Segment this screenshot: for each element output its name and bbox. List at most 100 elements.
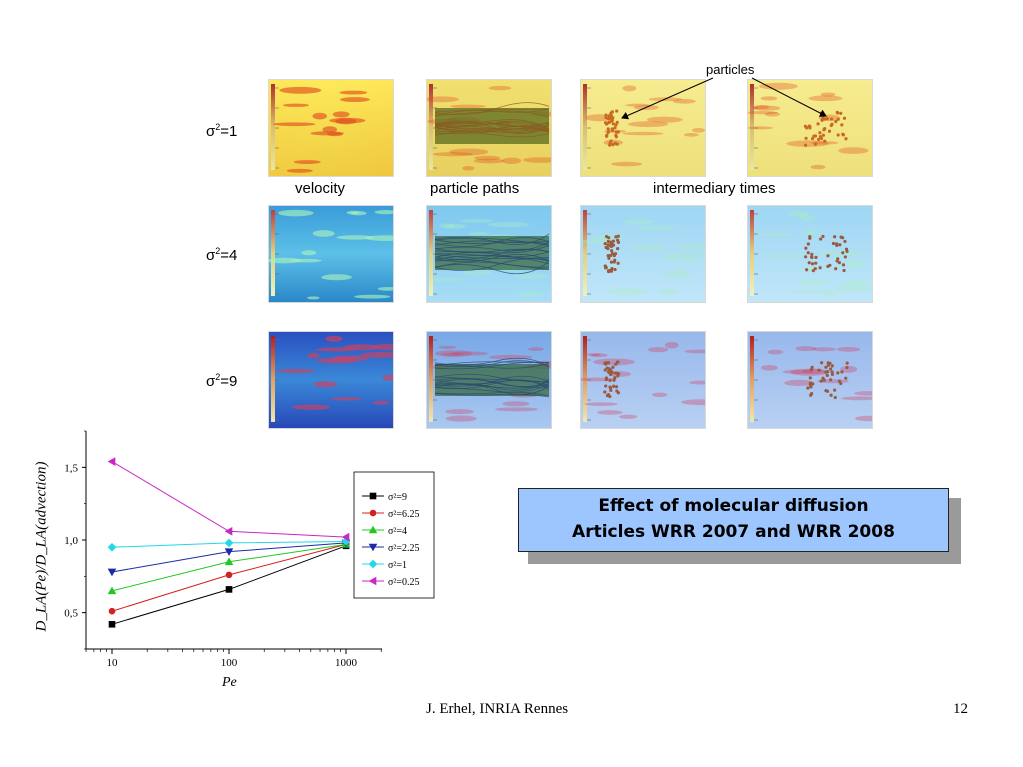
colorbar [271,336,275,422]
field-texture [427,213,550,297]
field-texture [269,209,393,300]
chart-legend: σ²=9 σ²=6.25 σ²=4 σ²=2.25 σ²=1 σ²=0.25 [353,471,435,599]
y-tick-label: 1,5 [64,462,78,474]
particle-paths-panel [426,331,552,429]
intermediary-time-panel [747,205,873,303]
chart-series [107,457,351,628]
callout-box: Effect of molecular diffusion Articles W… [518,488,949,552]
legend-label: σ²=1 [388,560,407,571]
legend-label: σ²=4 [388,526,407,537]
data-point [108,620,116,628]
colorbar [429,84,433,170]
sigma-symbol: σ [206,123,216,140]
caption-intermediary-times: intermediary times [653,180,776,197]
diffusion-chart: 0,5 1,0 1,5 10 100 1000 σ²=9 σ²=6.25 σ²=4 σ²=2.2… [64,430,435,669]
sigma-label-row3: σ2=9 [206,372,237,390]
colorbar [271,84,275,170]
intermediary-time-panel [747,79,873,177]
legend-label: σ²=6.25 [388,509,420,520]
data-point [341,537,351,546]
legend-marker [368,576,377,586]
field-texture [272,86,370,173]
data-point [224,526,233,536]
velocity-field-panel [268,205,394,303]
arrow-right [751,77,827,117]
field-texture [432,339,551,422]
field-texture [754,210,872,296]
velocity-field-panel [268,79,394,177]
footer-author: J. Erhel, INRIA Rennes [426,701,569,717]
sigma-value: =4 [220,247,238,264]
intermediary-time-panel [747,331,873,429]
field-texture [427,85,551,171]
caption-particle-paths: particle paths [430,180,520,197]
colorbar [750,336,754,422]
colorbar [583,84,587,170]
data-point [107,568,117,577]
colorbar [429,210,433,296]
intermediary-time-panel [580,205,706,303]
data-point [107,586,117,595]
particles-annotation: particles [706,62,755,77]
legend-box [353,471,435,599]
sigma-label-row2: σ2=4 [206,246,237,264]
legend-marker [369,492,377,500]
data-point [108,607,116,615]
y-tick-label: 0,5 [64,608,78,620]
y-axis-label: D_LA(Pe)/D_LA(advection) [33,461,50,632]
x-tick-label: 10 [107,657,119,669]
colorbar [271,210,275,296]
field-texture [754,339,872,422]
colorbar [429,336,433,422]
sigma-exponent: 2 [215,122,221,132]
particle-paths-panel [426,79,552,177]
data-point [107,542,117,552]
legend-label: σ²=0.25 [388,577,420,588]
data-point [225,586,233,593]
data-point [224,557,234,566]
field-texture [585,85,705,169]
chart-axes: 0,5 1,0 1,5 10 100 1000 [64,430,382,669]
series-5 [107,457,350,542]
caption-velocity: velocity [295,180,346,197]
callout-line1: Effect of molecular diffusion [598,496,869,516]
slide-number: 12 [953,701,968,717]
sigma-value: =9 [220,373,238,390]
series-2 [107,540,351,595]
field-texture [581,339,705,421]
x-tick-label: 100 [221,657,238,669]
data-point [107,457,116,466]
legend-marker [368,543,378,552]
series-4 [107,537,351,552]
sigma-symbol: σ [206,373,216,390]
colorbar [750,84,754,170]
legend-marker [368,525,378,534]
colorbar [583,336,587,422]
velocity-field-panel [268,331,394,429]
field-texture [275,335,393,421]
y-tick-label: 1,0 [64,535,78,547]
intermediary-time-panel [580,79,706,177]
legend-marker [369,509,377,517]
legend-label: σ²=9 [388,492,407,503]
sigma-label-row1: σ2=1 [206,122,237,140]
legend-label: σ²=2.25 [388,543,420,554]
data-point [224,538,234,548]
series-line [111,542,347,573]
particle-paths-panel [426,205,552,303]
data-point [224,548,234,556]
colorbar [750,210,754,296]
data-point [225,571,233,579]
x-tick-label: 1000 [335,657,358,669]
sigma-exponent: 2 [215,372,221,382]
sigma-value: =1 [220,123,238,140]
sigma-symbol: σ [206,247,216,264]
intermediary-time-panel [580,331,706,429]
colorbar [583,210,587,296]
field-texture [581,213,705,296]
arrow-left [621,77,714,120]
sigma-exponent: 2 [215,246,221,256]
callout-line2: Articles WRR 2007 and WRR 2008 [572,522,895,542]
x-axis-label: Pe [222,675,237,690]
